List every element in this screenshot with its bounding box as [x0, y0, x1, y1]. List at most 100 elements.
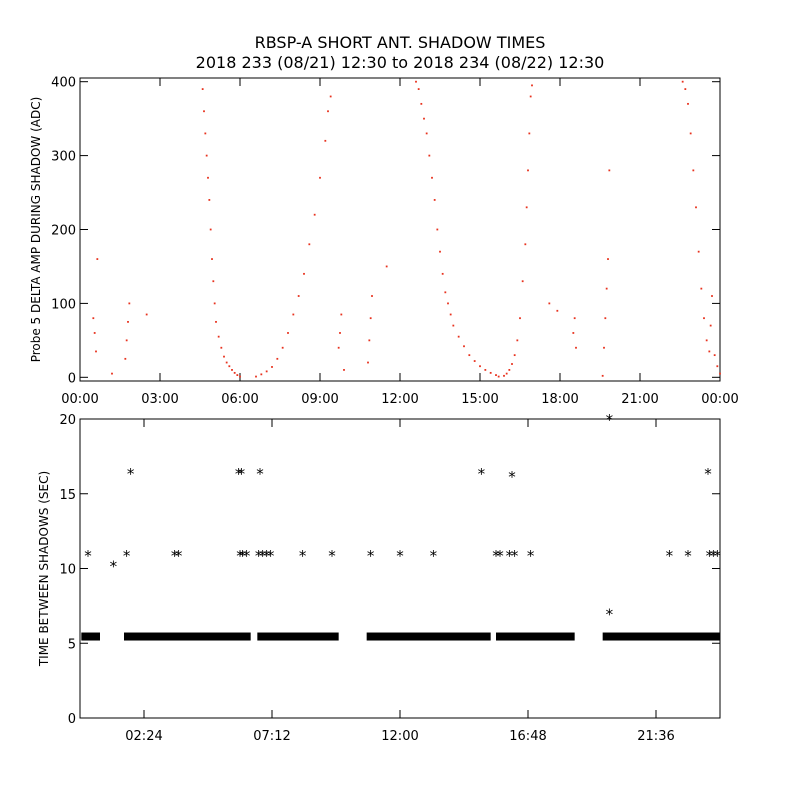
data-point-0-82: [511, 363, 513, 365]
data-point-1-26: *: [511, 547, 519, 565]
y-tick-label-0-3: 300: [51, 150, 76, 165]
data-point-1-20: *: [430, 547, 438, 565]
data-point-0-62: [433, 199, 436, 201]
y-tick-label-0-2: 200: [51, 224, 76, 239]
data-point-0-41: [313, 213, 316, 216]
data-point-0-25: [228, 365, 231, 368]
data-point-0-95: [572, 332, 575, 334]
data-point-1-17: *: [328, 547, 336, 565]
data-point-0-105: [684, 88, 687, 90]
data-point-0-70: [457, 335, 460, 338]
data-point-0-50: [367, 361, 369, 364]
data-point-0-87: [524, 243, 527, 246]
chart-subtitle: 2018 233 (08/21) 12:30 to 2018 234 (08/2…: [196, 53, 605, 72]
data-point-0-38: [297, 295, 300, 297]
data-point-0-7: [127, 320, 129, 323]
data-point-0-12: [204, 132, 207, 135]
data-point-1-33: *: [706, 547, 714, 565]
data-point-0-107: [689, 132, 692, 135]
data-point-0-71: [463, 345, 465, 348]
data-point-1-2: *: [123, 547, 131, 565]
data-point-1-15: *: [267, 547, 275, 565]
data-point-0-74: [479, 365, 481, 368]
data-point-0-57: [420, 102, 423, 105]
data-point-0-104: [681, 80, 684, 83]
data-point-0-17: [211, 258, 213, 260]
y-tick-label-1-0: 0: [68, 712, 76, 727]
x-tick-label-1-3: 16:48: [509, 729, 546, 744]
data-point-1-31: *: [684, 547, 692, 565]
data-point-0-63: [436, 228, 439, 231]
data-point-1-16: *: [299, 547, 307, 565]
data-point-1-4: *: [171, 547, 179, 565]
data-point-0-39: [303, 272, 305, 275]
y-tick-label-0-0: 0: [68, 371, 76, 386]
data-point-0-97: [575, 346, 577, 349]
data-point-1-0: *: [84, 547, 92, 565]
data-point-0-54: [385, 265, 388, 268]
y-tick-label-1-2: 10: [59, 563, 76, 578]
y-tick-label-0-4: 400: [51, 76, 76, 91]
data-point-0-114: [708, 350, 711, 353]
data-point-0-42: [319, 176, 321, 179]
data-band-3: [366, 632, 491, 641]
data-point-0-33: [271, 366, 273, 368]
data-band-4: [496, 632, 575, 641]
data-point-0-119: [719, 372, 721, 375]
data-point-0-94: [556, 309, 559, 312]
data-point-0-28: [236, 374, 239, 376]
data-point-0-75: [484, 369, 487, 371]
data-point-0-72: [468, 354, 471, 357]
data-point-0-22: [220, 346, 223, 349]
x-tick-label-1-2: 12:00: [381, 729, 418, 744]
data-point-0-19: [213, 302, 216, 305]
x-tick-label-1-4: 21:36: [637, 729, 674, 744]
data-point-0-8: [128, 302, 131, 305]
data-point-0-43: [324, 139, 327, 142]
data-point-0-76: [489, 371, 492, 374]
data-point-0-89: [527, 169, 529, 172]
data-point-1-6: *: [235, 465, 243, 483]
data-point-0-116: [711, 295, 713, 297]
data-point-0-112: [703, 317, 705, 320]
data-band-1: [124, 632, 251, 641]
data-point-1-34: *: [710, 547, 718, 565]
data-point-0-16: [209, 228, 212, 231]
y-tick-label-1-4: 20: [59, 413, 76, 428]
data-point-0-3: [96, 258, 99, 260]
data-point-0-101: [605, 287, 608, 290]
data-point-1-18: *: [367, 547, 375, 565]
data-band-5: [602, 632, 720, 641]
data-point-1-7: *: [238, 465, 246, 483]
data-point-0-27: [233, 371, 236, 374]
x-tick-label-0-2: 06:00: [221, 392, 258, 407]
data-point-0-5: [124, 357, 127, 360]
data-point-0-2: [95, 350, 97, 353]
x-tick-label-1-0: 02:24: [125, 729, 162, 744]
data-point-0-55: [415, 80, 417, 83]
data-point-0-26: [231, 369, 233, 371]
data-point-0-73: [473, 360, 476, 362]
data-band-0: [81, 632, 100, 641]
data-point-0-31: [260, 373, 263, 376]
data-point-1-19: *: [396, 547, 404, 565]
data-point-0-65: [441, 272, 444, 275]
data-point-0-99: [603, 346, 605, 349]
data-point-0-92: [531, 84, 533, 87]
y-tick-label-0-1: 100: [51, 297, 76, 312]
data-point-0-23: [223, 355, 225, 358]
data-point-1-32: *: [704, 465, 712, 483]
data-point-0-20: [215, 320, 217, 323]
x-tick-label-0-7: 21:00: [621, 392, 658, 407]
data-point-0-108: [692, 169, 695, 172]
bottom-panel: 02:24 07:12 12:00 16:48 21:36 0 5 10 15 20 TIME BE…: [37, 411, 722, 744]
chart-title: RBSP-A SHORT ANT. SHADOW TIMES: [255, 33, 546, 52]
data-point-0-46: [337, 346, 340, 349]
data-point-0-11: [203, 110, 205, 113]
data-point-0-118: [716, 365, 719, 368]
x-tick-label-0-1: 03:00: [141, 392, 178, 407]
data-point-0-78: [497, 375, 500, 378]
data-point-0-93: [548, 302, 551, 305]
data-point-0-9: [145, 313, 148, 316]
